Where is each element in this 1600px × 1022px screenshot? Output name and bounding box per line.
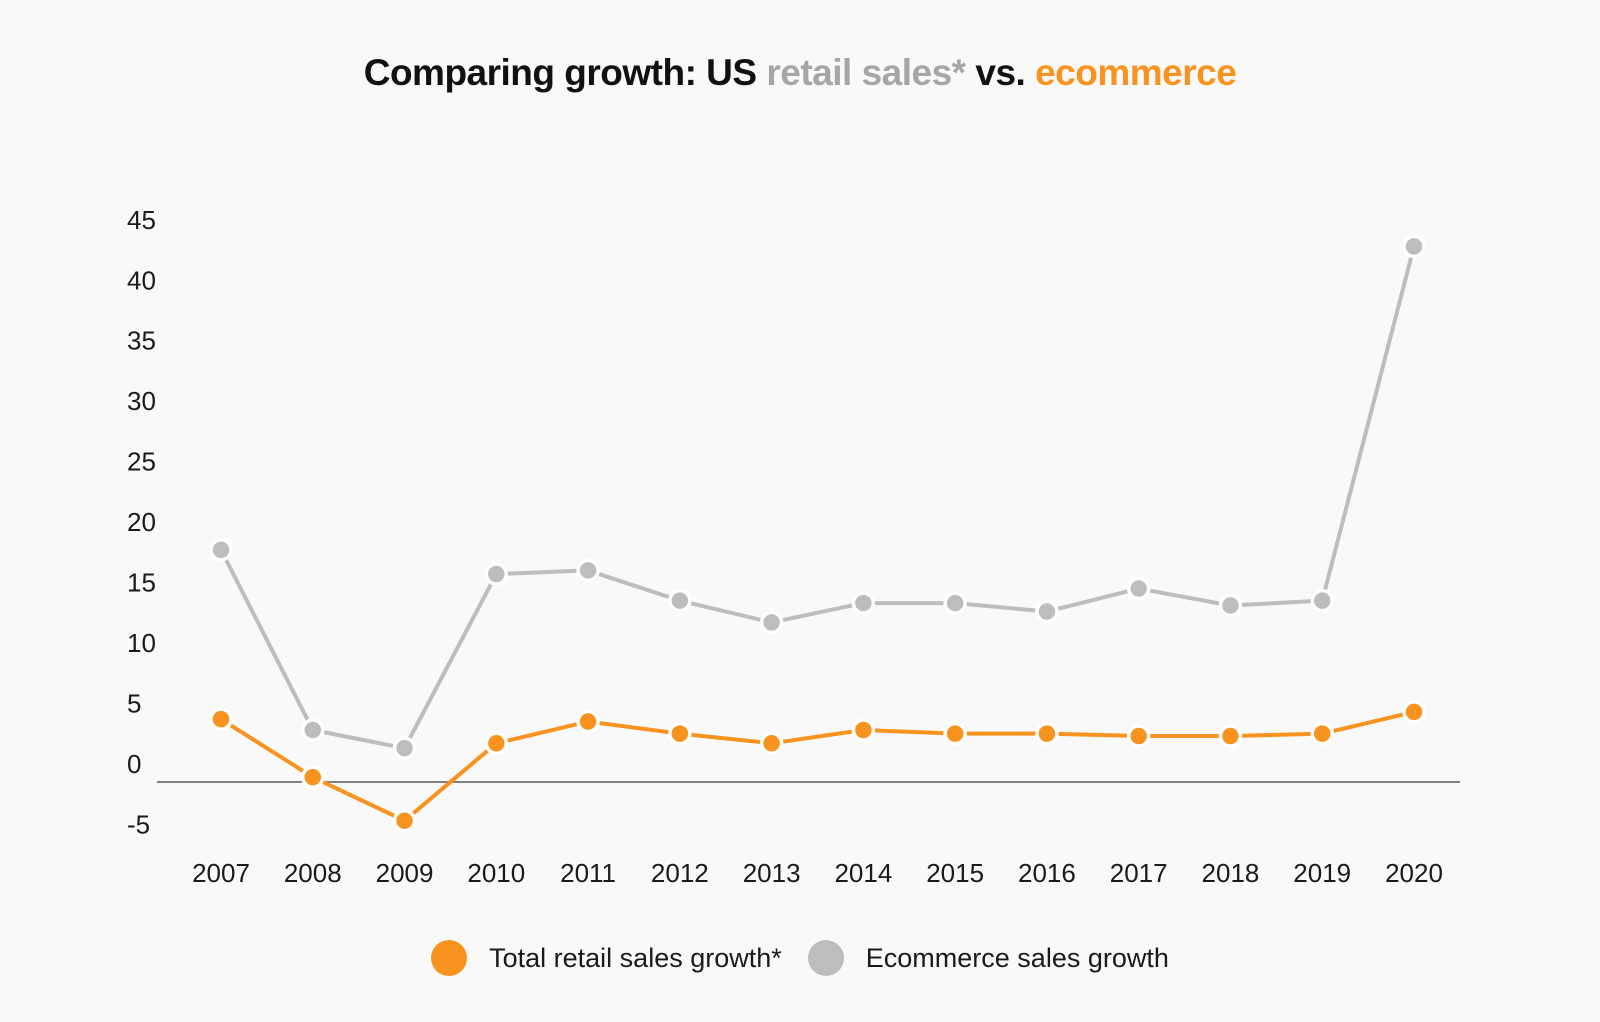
- y-tick-label: 30: [127, 386, 156, 416]
- legend-item-ecommerce[interactable]: Ecommerce sales growth: [807, 940, 1169, 976]
- x-tick-label: 2009: [376, 858, 434, 888]
- data-point-ecommerce[interactable]: [392, 736, 417, 760]
- data-point-ecommerce[interactable]: [1402, 234, 1426, 259]
- y-tick-label: 45: [127, 205, 156, 235]
- title-middle: vs.: [965, 52, 1036, 93]
- series-layer: [209, 234, 1426, 833]
- x-tick-label: 2008: [284, 858, 342, 888]
- y-tick-label: 20: [127, 507, 156, 537]
- data-point-retail[interactable]: [1218, 724, 1243, 748]
- title-prefix: Comparing growth: US: [363, 52, 767, 93]
- legend: Total retail sales growth* Ecommerce sal…: [0, 940, 1600, 976]
- data-point-ecommerce[interactable]: [576, 558, 600, 583]
- data-point-retail[interactable]: [1126, 724, 1151, 748]
- data-point-retail[interactable]: [392, 808, 417, 833]
- data-point-ecommerce[interactable]: [1218, 593, 1243, 618]
- x-tick-label: 2011: [560, 858, 616, 888]
- series-retail: [209, 700, 1426, 833]
- data-point-retail[interactable]: [576, 709, 600, 734]
- data-point-ecommerce[interactable]: [759, 610, 784, 635]
- data-point-ecommerce[interactable]: [1126, 576, 1151, 601]
- x-tick-label: 2007: [192, 858, 250, 888]
- data-point-ecommerce[interactable]: [851, 591, 876, 615]
- x-tick-label: 2012: [651, 858, 709, 888]
- x-tick-label: 2013: [743, 858, 801, 888]
- series-line-ecommerce: [219, 245, 1416, 751]
- data-point-ecommerce[interactable]: [484, 562, 509, 586]
- series-ecommerce: [209, 234, 1426, 760]
- y-tick-label: 40: [127, 265, 156, 295]
- data-point-retail[interactable]: [484, 731, 509, 756]
- data-point-retail[interactable]: [668, 721, 692, 746]
- data-point-ecommerce[interactable]: [943, 591, 967, 615]
- title-ecommerce-highlight: ecommerce: [1035, 52, 1237, 93]
- data-point-ecommerce[interactable]: [301, 718, 325, 742]
- data-point-ecommerce[interactable]: [668, 588, 692, 613]
- x-tick-label: 2016: [1018, 858, 1076, 888]
- x-tick-label: 2017: [1110, 858, 1168, 888]
- legend-label-retail: Total retail sales growth*: [489, 942, 782, 973]
- y-tick-label: -5: [127, 809, 150, 839]
- x-axis: 2007 2008 2009 2010 2011 2012 2013 2014 2015 2016…: [192, 858, 1443, 888]
- data-point-ecommerce[interactable]: [1310, 588, 1334, 613]
- legend-marker-retail-icon: [431, 940, 468, 976]
- legend-marker-ecommerce-icon: [807, 940, 844, 976]
- y-tick-label: 15: [127, 568, 156, 598]
- x-tick-label: 2018: [1202, 858, 1260, 888]
- data-point-retail[interactable]: [209, 707, 233, 731]
- x-tick-label: 2015: [926, 858, 984, 888]
- x-tick-label: 2020: [1385, 858, 1443, 888]
- y-tick-label: 10: [127, 628, 156, 658]
- y-tick-label: 25: [127, 447, 156, 477]
- legend-label-ecommerce: Ecommerce sales growth: [865, 942, 1169, 973]
- series-line-retail: [219, 709, 1415, 823]
- y-tick-label: 35: [127, 326, 156, 356]
- data-point-retail[interactable]: [1402, 700, 1426, 724]
- data-point-retail[interactable]: [301, 765, 325, 789]
- title-retail-highlight: retail sales*: [766, 52, 966, 93]
- data-point-ecommerce[interactable]: [1035, 599, 1059, 624]
- legend-item-retail[interactable]: Total retail sales growth*: [431, 940, 782, 976]
- data-point-retail[interactable]: [759, 731, 784, 756]
- x-tick-label: 2010: [467, 858, 525, 888]
- y-axis: -5 0 5 10 15 20 25 30 35 40 45: [127, 205, 156, 840]
- data-point-retail[interactable]: [851, 718, 876, 742]
- data-point-retail[interactable]: [943, 721, 967, 746]
- chart-title: Comparing growth: US retail sales* vs. e…: [0, 52, 1600, 94]
- x-tick-label: 2019: [1293, 858, 1351, 888]
- data-point-retail[interactable]: [1035, 721, 1059, 746]
- y-tick-label: 0: [127, 749, 141, 779]
- data-point-ecommerce[interactable]: [209, 538, 233, 562]
- y-tick-label: 5: [127, 688, 141, 718]
- x-tick-label: 2014: [834, 858, 892, 888]
- data-point-retail[interactable]: [1310, 721, 1334, 746]
